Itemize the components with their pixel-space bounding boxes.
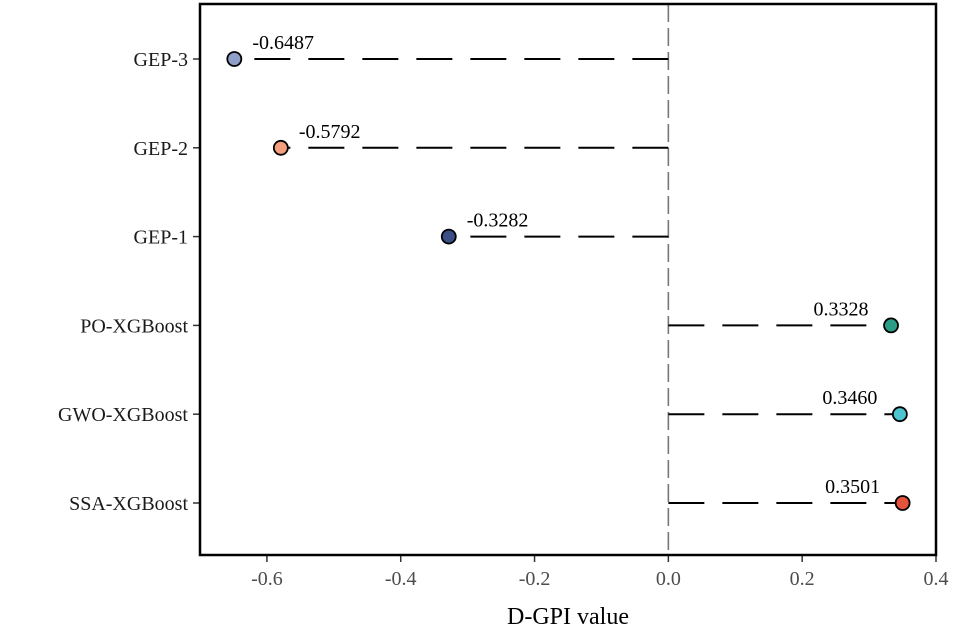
value-label: 0.3501 (825, 476, 880, 498)
value-label: 0.3328 (814, 298, 869, 320)
lollipop-point (226, 51, 243, 67)
value-label: -0.6487 (252, 32, 314, 54)
category-label: SSA-XGBoost (69, 493, 188, 515)
lollipop-point (891, 406, 908, 423)
value-label: 0.3460 (822, 387, 877, 409)
lollipop-point (440, 228, 457, 245)
x-axis-title: D-GPI value (507, 604, 629, 630)
category-label: GEP-3 (134, 49, 188, 71)
x-tick-label: -0.2 (519, 568, 551, 590)
x-tick-label: 0.0 (656, 568, 681, 590)
lollipop-point (894, 495, 911, 511)
category-label: GEP-2 (134, 138, 188, 160)
category-label: GEP-1 (134, 227, 188, 249)
x-tick-label: -0.6 (251, 568, 283, 590)
x-tick-label: 0.4 (924, 568, 949, 590)
x-tick-label: -0.4 (385, 568, 417, 590)
lollipop-point (883, 317, 899, 334)
x-tick-label: 0.2 (790, 568, 815, 590)
value-label: -0.5792 (299, 121, 361, 143)
plot-area: -0.6 -0.4 -0.2 0.0 0.2 0.4 GEP-3 -0.6487 GEP-2 -0… (58, 4, 949, 590)
lollipop-point (272, 139, 289, 156)
value-label: -0.3282 (467, 210, 529, 232)
category-label: PO-XGBoost (80, 315, 188, 337)
plot-frame (198, 2, 938, 557)
category-label: GWO-XGBoost (58, 404, 188, 426)
